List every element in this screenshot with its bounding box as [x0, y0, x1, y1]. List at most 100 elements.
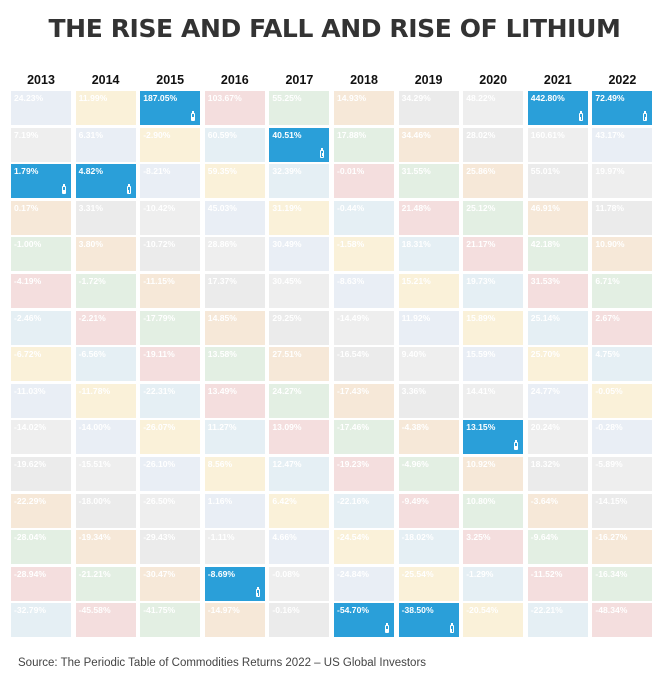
- return-value: -19.62%: [14, 459, 47, 469]
- commodity-cell: 25.14%: [527, 310, 588, 345]
- return-value: -30.47%: [143, 568, 176, 579]
- commodity-cell: -18.00%: [75, 493, 136, 528]
- commodity-cell: -1.72%: [75, 274, 136, 308]
- commodity-cell: 11.27%: [204, 420, 265, 455]
- lithium-cell: -54.70%: [334, 603, 394, 638]
- commodity-cell: -2.90%: [140, 127, 201, 162]
- commodity-cell: 3.31%: [75, 200, 136, 235]
- commodity-cell: -16.27%: [592, 530, 653, 565]
- return-value: 4.75%: [595, 349, 620, 360]
- return-value: 24.77%: [530, 385, 560, 396]
- return-value: -2.21%: [78, 312, 106, 323]
- commodity-cell: 27.51%: [269, 347, 330, 382]
- commodity-cell: 29.25%: [269, 310, 330, 345]
- return-value: -26.07%: [143, 422, 176, 433]
- commodity-cell: -1.00%: [11, 237, 71, 272]
- return-value: 9.40%: [401, 349, 426, 360]
- commodity-cell: 12.47%: [269, 457, 330, 491]
- battery-icon: [255, 586, 260, 597]
- return-value: 29.25%: [272, 312, 302, 323]
- return-value: -11.78%: [78, 385, 111, 396]
- return-value: 25.86%: [466, 166, 496, 177]
- commodity-cell: -21.21%: [75, 566, 136, 601]
- commodity-cell: -0.44%: [334, 200, 394, 235]
- commodity-cell: 1.16%: [204, 493, 265, 528]
- battery-icon: [62, 184, 66, 195]
- commodity-cell: 15.59%: [463, 347, 524, 382]
- commodity-cell: -22.29%: [11, 493, 71, 528]
- return-value: 103.67%: [207, 93, 242, 103]
- commodity-cell: -2.21%: [75, 310, 136, 345]
- commodity-cell: 18.31%: [398, 237, 459, 272]
- return-value: 15.89%: [466, 312, 496, 323]
- return-value: -11.52%: [530, 568, 563, 579]
- return-value: 25.12%: [466, 202, 496, 213]
- commodity-cell: -10.42%: [140, 200, 201, 235]
- return-value: 46.91%: [530, 202, 560, 213]
- commodity-cell: -14.00%: [75, 420, 136, 455]
- return-value: -14.02%: [14, 422, 47, 433]
- commodity-cell: 10.80%: [463, 493, 524, 528]
- commodity-cell: -16.54%: [334, 347, 394, 382]
- commodity-cell: -1.11%: [204, 530, 265, 565]
- commodity-cell: -4.96%: [398, 457, 459, 491]
- commodity-cell: 60.59%: [204, 127, 265, 162]
- commodity-cell: 14.41%: [463, 383, 524, 418]
- commodity-cell: 24.27%: [269, 383, 330, 418]
- commodity-cell: -14.15%: [592, 493, 653, 528]
- commodity-cell: 11.78%: [592, 200, 653, 235]
- battery-icon: [191, 111, 196, 121]
- return-value: -22.29%: [14, 495, 47, 506]
- commodity-cell: -2.46%: [11, 310, 71, 345]
- commodity-cell: -26.07%: [140, 420, 201, 455]
- commodity-cell: -16.34%: [592, 566, 653, 601]
- commodity-cell: -19.11%: [140, 347, 201, 382]
- return-value: -14.00%: [78, 422, 111, 433]
- return-value: -41.75%: [143, 605, 176, 616]
- return-value: -28.04%: [14, 532, 47, 543]
- return-value: -0.08%: [272, 568, 300, 579]
- return-value: -54.70%: [337, 605, 370, 616]
- return-value: -20.54%: [466, 605, 499, 616]
- return-value: 3.25%: [466, 532, 491, 543]
- commodity-cell: -41.75%: [140, 603, 201, 638]
- return-value: -5.89%: [595, 459, 623, 469]
- commodity-cell: -15.51%: [75, 457, 136, 491]
- return-value: 72.49%: [595, 93, 625, 103]
- commodity-cell: -19.23%: [334, 457, 394, 491]
- return-value: 442.80%: [530, 93, 565, 103]
- return-value: -4.96%: [401, 459, 429, 469]
- return-value: 27.51%: [272, 349, 302, 360]
- commodity-cell: 14.93%: [334, 91, 394, 125]
- return-value: -29.43%: [143, 532, 176, 543]
- commodity-cell: -29.43%: [140, 530, 201, 565]
- commodity-cell: -8.21%: [140, 164, 201, 199]
- return-value: -15.51%: [78, 459, 111, 469]
- commodity-cell: 31.55%: [398, 164, 459, 199]
- commodity-cell: 3.25%: [463, 530, 524, 565]
- commodity-cell: 13.09%: [269, 420, 330, 455]
- year-header-2014: 2014: [91, 73, 120, 87]
- commodity-cell: -28.94%: [11, 566, 71, 601]
- commodity-cell: 15.89%: [463, 310, 524, 345]
- return-value: 13.09%: [272, 422, 302, 433]
- commodity-cell: -5.89%: [592, 457, 653, 491]
- return-value: 13.58%: [207, 349, 237, 360]
- return-value: 3.80%: [78, 239, 103, 250]
- return-value: 0.17%: [14, 202, 39, 213]
- commodity-cell: 10.90%: [592, 237, 653, 272]
- commodity-cell: 43.17%: [592, 127, 653, 162]
- return-value: -1.29%: [466, 568, 494, 579]
- commodity-cell: 25.86%: [463, 164, 524, 199]
- commodity-cell: 28.86%: [204, 237, 265, 272]
- return-value: -21.21%: [78, 568, 111, 579]
- commodity-cell: -0.08%: [269, 566, 330, 601]
- return-value: 10.90%: [595, 239, 625, 250]
- commodity-cell: -1.29%: [463, 566, 524, 601]
- commodity-cell: 24.77%: [527, 383, 588, 418]
- return-value: -19.11%: [143, 349, 175, 360]
- return-value: 24.23%: [14, 93, 44, 103]
- return-value: -1.72%: [78, 276, 106, 286]
- return-value: 55.25%: [272, 93, 302, 103]
